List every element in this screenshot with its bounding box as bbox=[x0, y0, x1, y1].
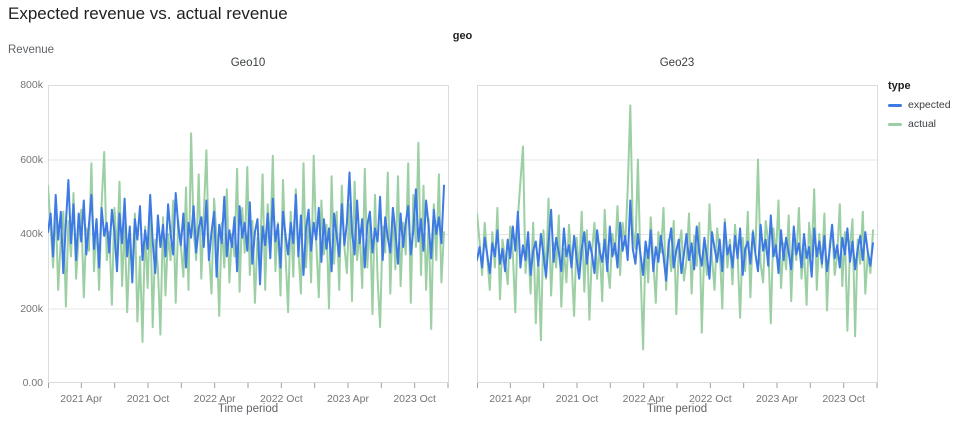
x-tick-label: 2022 Oct bbox=[260, 393, 303, 405]
x-tick-label: 2023 Oct bbox=[822, 393, 865, 405]
legend-item-label: expected bbox=[908, 99, 951, 111]
y-tick-label: 0.00 bbox=[22, 377, 43, 389]
legend: type expected actual bbox=[888, 80, 951, 137]
y-tick-label: 800k bbox=[20, 79, 43, 91]
facet-title-geo23: Geo23 bbox=[659, 57, 695, 69]
expected-line-geo10[interactable] bbox=[48, 171, 445, 286]
legend-item-label: actual bbox=[908, 118, 937, 130]
x-tick-label: 2023 Apr bbox=[756, 393, 799, 405]
legend-item-actual: actual bbox=[888, 118, 951, 130]
x-tick-label: 2022 Oct bbox=[689, 393, 732, 405]
x-tick-label: 2022 Apr bbox=[194, 393, 237, 405]
x-tick-label: 2023 Apr bbox=[327, 393, 370, 405]
y-tick-label: 200k bbox=[20, 302, 43, 315]
x-axis-ticks: 2021 Apr 2021 Oct 2022 Apr 2022 Oct 2023 Apr… bbox=[477, 383, 878, 405]
x-tick-label: 2021 Oct bbox=[127, 393, 170, 405]
x-axis-title-geo10: Time period bbox=[217, 403, 279, 415]
legend-title: type bbox=[888, 80, 911, 92]
actual-line-swatch-icon bbox=[888, 122, 902, 126]
legend-items: expected actual bbox=[888, 99, 951, 130]
expected-line-swatch-icon bbox=[888, 103, 902, 107]
legend-item-expected: expected bbox=[888, 99, 951, 111]
x-tick-label: 2023 Oct bbox=[393, 393, 436, 405]
facet-title-geo10: Geo10 bbox=[230, 57, 266, 69]
panel-border bbox=[477, 85, 878, 383]
x-axis-ticks: 2021 Apr 2021 Oct 2022 Apr 2022 Oct 2023 Apr… bbox=[48, 383, 449, 405]
y-tick-label: 400k bbox=[20, 228, 43, 240]
x-axis-title-geo23: Time period bbox=[646, 403, 708, 415]
y-axis-title: Revenue bbox=[8, 44, 55, 56]
y-tick-label: 600k bbox=[20, 153, 43, 166]
page-title: Expected revenue vs. actual revenue bbox=[8, 4, 288, 23]
expected-line-geo23[interactable] bbox=[477, 199, 874, 282]
x-tick-label: 2021 Apr bbox=[489, 393, 532, 405]
facet-field-label: geo bbox=[452, 30, 473, 42]
x-tick-label: 2021 Oct bbox=[556, 393, 599, 405]
panel-border bbox=[48, 85, 449, 383]
x-tick-label: 2022 Apr bbox=[623, 393, 666, 405]
plot-area-geo10[interactable]: 2021 Apr 2021 Oct 2022 Apr 2022 Oct 2023 Apr… bbox=[48, 85, 450, 415]
x-tick-label: 2021 Apr bbox=[60, 393, 103, 405]
actual-line-geo23[interactable] bbox=[477, 104, 874, 351]
plot-area-geo23[interactable]: 2021 Apr 2021 Oct 2022 Apr 2022 Oct 2023 Apr… bbox=[477, 85, 879, 415]
